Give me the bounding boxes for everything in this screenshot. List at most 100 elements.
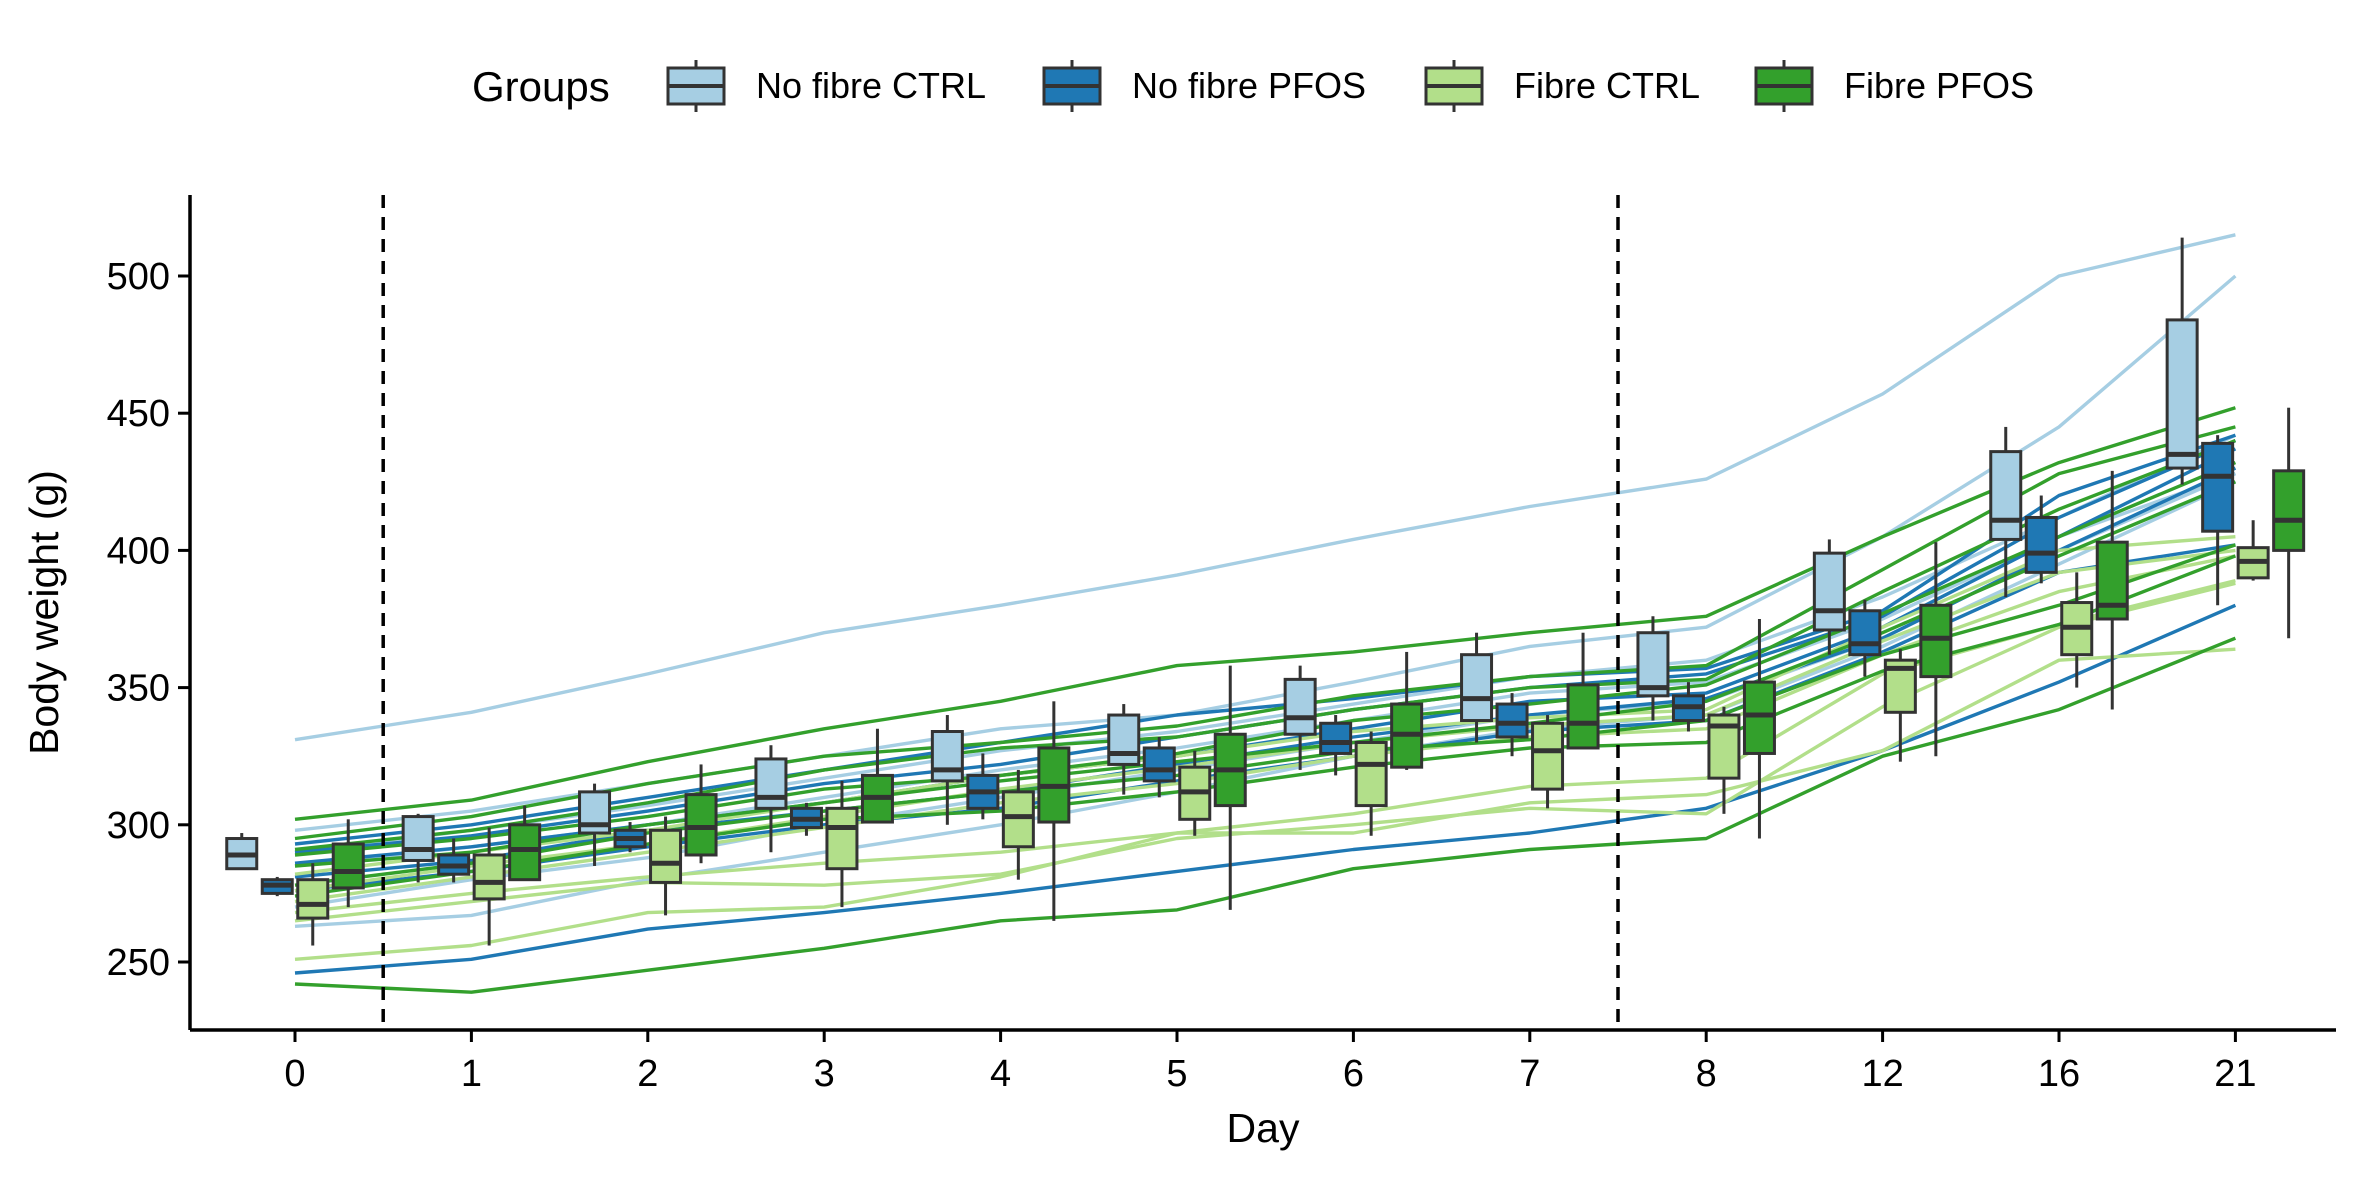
legend-item: No fibre PFOS [1042,60,1366,112]
legend-item: Fibre PFOS [1754,60,2034,112]
box [2165,318,2199,470]
series-line [294,433,2237,854]
boxplots [225,237,2306,946]
legend-label: Fibre PFOS [1844,65,2034,106]
x-tick-label: 12 [1861,1053,1903,1095]
boxplot [2060,572,2094,688]
legend-label: No fibre PFOS [1132,65,1366,106]
legend-label: Fibre CTRL [1514,65,1700,106]
boxplot [472,827,506,946]
boxplot [437,838,471,883]
boxplot [1178,750,1212,836]
box [1001,790,1035,849]
series-line [294,603,2237,975]
box [684,793,718,857]
x-tick-label: 0 [284,1053,305,1095]
box [1142,746,1176,783]
box [1460,653,1494,723]
legend: Groups No fibre CTRL No fibre PFOS Fibre C… [472,60,2034,112]
boxplot [401,813,435,883]
reference-lines [381,195,1620,1030]
x-tick-label: 21 [2214,1053,2256,1095]
boxplot [1107,704,1141,795]
box [472,853,506,901]
boxplot [296,863,330,946]
box [508,823,542,882]
boxplot [1848,599,1882,677]
boxplot [225,833,259,871]
box [1495,702,1529,739]
box [2024,515,2058,574]
box [1283,677,1317,736]
boxplot [1142,736,1176,798]
box [930,730,964,783]
box [401,815,435,862]
series-line [294,274,2237,832]
boxplot [578,783,612,866]
box [331,842,365,890]
boxplot [825,780,859,908]
x-tick-label: 3 [814,1053,835,1095]
x-tick-label: 7 [1519,1053,1540,1095]
y-tick-label: 300 [107,805,170,847]
x-tick-label: 16 [2038,1053,2080,1095]
boxplot [1531,715,1565,809]
boxplot [508,805,542,882]
box [754,757,788,810]
x-tick-label: 5 [1166,1053,1187,1095]
box [1989,450,2023,541]
y-tick-label: 400 [107,530,170,572]
boxplot [1213,665,1247,910]
box [1319,721,1353,755]
y-axis-title: Body weight (g) [21,470,67,755]
boxplot [1390,651,1424,770]
box [1107,713,1141,766]
boxplot [1742,619,1776,839]
boxplot [2165,237,2199,485]
box [1531,721,1565,791]
box [1742,680,1776,755]
boxplot [1812,539,1846,655]
boxplot [1283,665,1317,770]
box [1812,551,1846,632]
boxplot [930,715,964,825]
boxplot [649,816,683,916]
series-line [294,461,2237,857]
boxplot [789,802,823,836]
series-line [294,233,2236,742]
series-line [294,425,2236,841]
boxplot [2236,520,2270,581]
y-tick-label: 500 [107,256,170,298]
box [2201,441,2235,533]
series-line [294,433,2236,846]
boxplot [1319,715,1353,776]
series-line [294,406,2236,821]
series-line [294,636,2237,994]
series-line [294,554,2236,904]
boxplot [613,822,647,853]
boxplot [754,745,788,853]
y-tick-label: 250 [107,942,170,984]
legend-item: Fibre CTRL [1424,60,1700,112]
boxplot [2201,435,2235,606]
boxplot [1671,682,1705,732]
boxplot [860,728,894,824]
x-axis-title: Day [1227,1105,1300,1151]
box [296,878,330,920]
boxplot [331,819,365,908]
boxplot [2024,495,2058,584]
boxplot [1037,701,1071,921]
box [1566,683,1600,750]
individual-lines [294,233,2237,994]
boxplot [1989,426,2023,598]
series-line [294,647,2236,961]
boxplot [1636,616,1670,721]
boxplot [1001,769,1035,880]
box [2272,469,2306,552]
box [1354,740,1388,808]
boxplot [260,876,294,897]
y-tick-label: 350 [107,668,170,710]
boxplot [1354,731,1388,836]
y-tick-label: 450 [107,393,170,435]
